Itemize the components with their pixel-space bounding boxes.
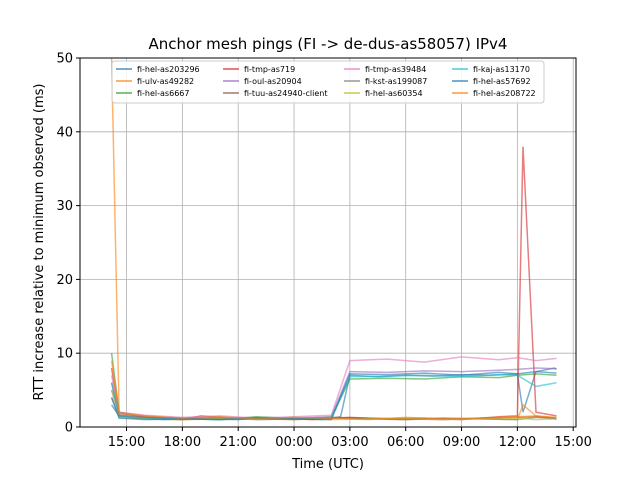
y-axis-label: RTT increase relative to minimum observe… bbox=[32, 84, 47, 401]
x-tick-label: 18:00 bbox=[164, 435, 201, 450]
series-line-fi-hel-as57692 bbox=[110, 370, 557, 421]
series-layer bbox=[110, 58, 557, 421]
legend-label: fi-hel-as203296 bbox=[137, 65, 200, 74]
x-tick-label: 09:00 bbox=[443, 435, 480, 450]
x-tick-label: 15:00 bbox=[108, 435, 145, 450]
legend-label: fi-tmp-as39484 bbox=[365, 65, 426, 74]
y-tick-label: 10 bbox=[56, 347, 73, 362]
y-tick-label: 50 bbox=[56, 52, 73, 67]
legend-label: fi-ulv-as49282 bbox=[137, 77, 194, 86]
plot-area bbox=[80, 58, 576, 427]
legend-label: fi-kst-as199087 bbox=[365, 77, 427, 86]
y-tick-label: 20 bbox=[56, 273, 73, 288]
plot-frame bbox=[79, 57, 577, 428]
legend: fi-hel-as203296 fi-ulv-as49282 fi-hel-as66… bbox=[111, 60, 545, 104]
legend-label: fi-hel-as208722 bbox=[473, 89, 536, 98]
y-tick-label: 40 bbox=[56, 125, 73, 140]
legend-label: fi-kaj-as13170 bbox=[473, 65, 530, 74]
x-tick-label: 12:00 bbox=[499, 435, 536, 450]
y-axis: 0 10 20 30 40 50 bbox=[56, 52, 80, 436]
x-tick-label: 03:00 bbox=[331, 435, 368, 450]
x-tick-label: 00:00 bbox=[275, 435, 312, 450]
series-line-fi-hel-as208722 bbox=[110, 360, 557, 421]
chart-title: Anchor mesh pings (FI -> de-dus-as58057)… bbox=[149, 35, 508, 53]
legend-label: fi-hel-as60354 bbox=[365, 89, 423, 98]
x-tick-label: 21:00 bbox=[219, 435, 256, 450]
legend-label: fi-tmp-as719 bbox=[244, 65, 295, 74]
y-tick-label: 0 bbox=[65, 421, 73, 436]
x-tick-label: 15:00 bbox=[554, 435, 591, 450]
legend-label: fi-oul-as20904 bbox=[244, 77, 302, 86]
x-axis-label: Time (UTC) bbox=[291, 457, 364, 472]
x-axis: 15:00 18:00 21:00 00:00 03:00 06:00 09:00 12:00… bbox=[108, 427, 592, 450]
x-tick-label: 06:00 bbox=[387, 435, 424, 450]
legend-label: fi-tuu-as24940-client bbox=[244, 89, 327, 98]
legend-label: fi-hel-as57692 bbox=[473, 77, 531, 86]
y-tick-label: 30 bbox=[56, 199, 73, 214]
legend-label: fi-hel-as6667 bbox=[137, 89, 189, 98]
legend-box bbox=[111, 60, 545, 104]
